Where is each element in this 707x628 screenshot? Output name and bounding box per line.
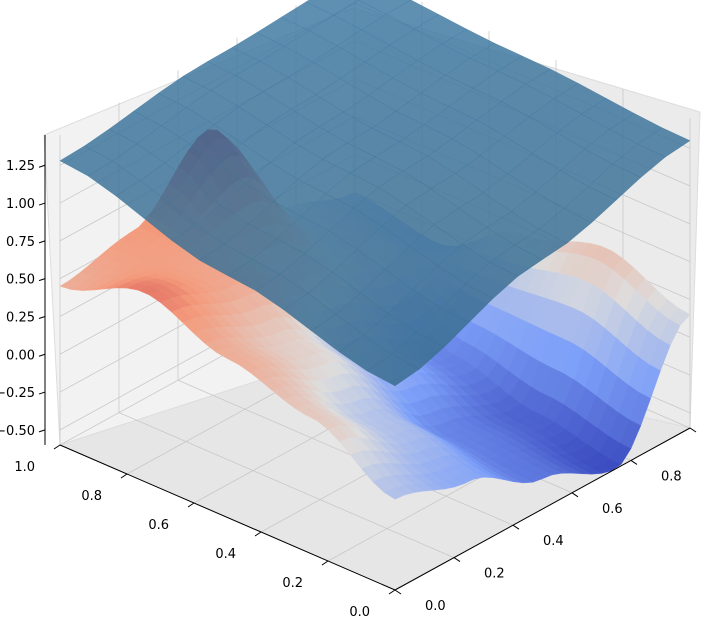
y-tick-label: 0.6 — [148, 518, 169, 533]
y-tick — [53, 444, 61, 450]
z-tick — [38, 202, 46, 206]
surface-cell — [383, 487, 406, 500]
x-tick — [630, 459, 638, 465]
y-tick-label: 0.4 — [215, 547, 236, 562]
grid-x-floor-2 — [177, 379, 514, 526]
x-tick — [571, 492, 579, 498]
x-tick — [689, 427, 697, 433]
z-tick-label: 1.25 — [6, 159, 35, 174]
z-tick-label: 0.50 — [6, 273, 35, 288]
z-tick — [38, 240, 46, 244]
z-tick-label: 0.25 — [6, 310, 35, 325]
x-tick-label: 0.8 — [661, 469, 682, 484]
y-tick-label: 0.8 — [81, 489, 102, 504]
z-tick-label: −0.50 — [0, 424, 35, 439]
y-tick-label: 1.0 — [14, 460, 35, 475]
z-tick — [38, 315, 46, 319]
z-tick-label: −0.25 — [0, 386, 35, 401]
x-tick-label: 0.0 — [425, 599, 446, 614]
y-tick — [254, 531, 262, 537]
axis-ticks: −0.50 −0.25 0.00 0.25 0.50 0.75 1.00 1.25 0.0 0.2… — [0, 135, 697, 620]
x-tick-label: 0.4 — [543, 534, 564, 549]
plane-cell — [357, 0, 412, 15]
y-tick — [321, 560, 329, 566]
x-tick-label: 0.2 — [484, 567, 505, 582]
y-tick — [120, 473, 128, 479]
y-axis-line — [59, 444, 396, 591]
z-tick — [38, 353, 46, 357]
z-tick-label: 1.00 — [6, 197, 35, 212]
x-tick — [394, 589, 402, 595]
z-tick-label: 0.75 — [6, 235, 35, 250]
x-tick-label: 0.6 — [602, 502, 623, 517]
x-tick — [512, 524, 520, 530]
surface-plane — [59, 0, 691, 387]
plane-cell — [333, 0, 387, 30]
plane-cell — [385, 0, 440, 30]
x-tick — [453, 557, 461, 563]
plane-cell — [305, 0, 359, 16]
z-tick — [38, 391, 46, 395]
y-tick-label: 0.0 — [349, 605, 370, 620]
z-tick — [38, 164, 46, 168]
z-tick-label: 0.00 — [6, 348, 35, 363]
y-tick-label: 0.2 — [282, 576, 303, 591]
y-tick — [388, 589, 396, 595]
z-tick — [38, 429, 46, 433]
y-tick — [187, 502, 195, 508]
x-axis-line — [394, 427, 691, 591]
grid-x-floor-1 — [118, 412, 455, 558]
z-tick — [38, 278, 46, 282]
